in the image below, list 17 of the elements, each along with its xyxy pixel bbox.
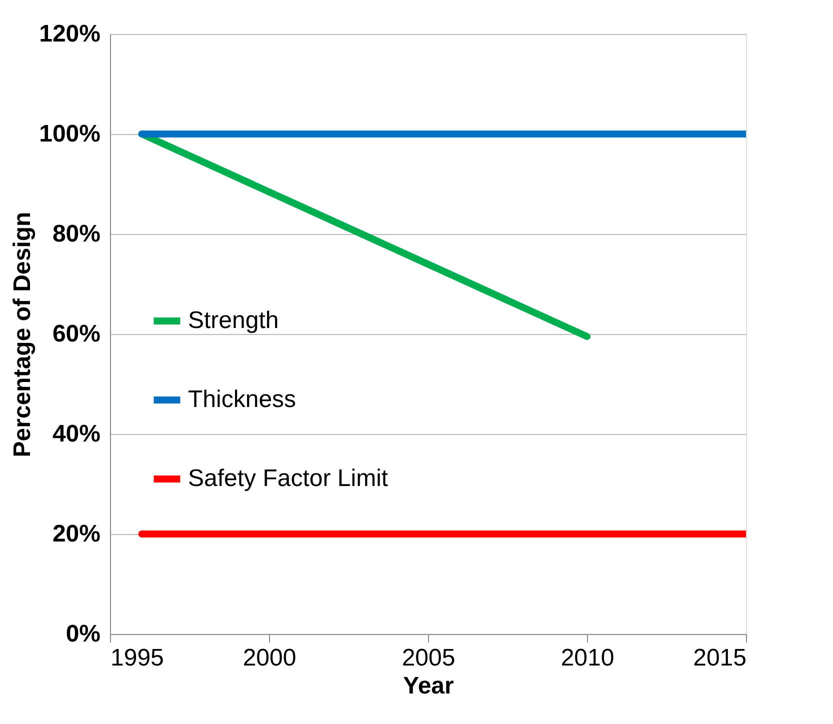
legend-label: Strength (188, 307, 279, 334)
x-tick-label: 2000 (242, 644, 296, 672)
x-tick-label: 2010 (560, 644, 614, 672)
legend-label: Thickness (188, 386, 296, 413)
y-tick-label: 20% (52, 520, 100, 548)
x-tick-label: 2005 (402, 644, 456, 672)
x-tick-label: 2015 (693, 644, 746, 672)
y-tick-label: 100% (39, 120, 100, 148)
y-tick-label: 0% (66, 620, 100, 648)
y-tick-label: 120% (39, 20, 100, 48)
x-axis-title: Year (403, 672, 454, 700)
y-tick-label: 80% (52, 220, 100, 248)
legend-label: Safety Factor Limit (188, 465, 388, 492)
y-tick-label: 60% (52, 320, 100, 348)
x-tick-label: 1995 (110, 644, 164, 672)
y-axis-title: Percentage of Design (9, 212, 36, 458)
y-tick-label: 40% (52, 420, 100, 448)
